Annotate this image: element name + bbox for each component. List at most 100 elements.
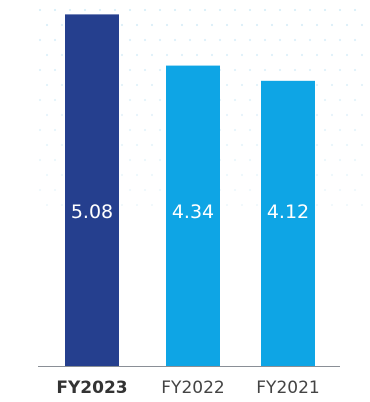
background-dot <box>135 203 139 207</box>
background-dot <box>38 188 42 192</box>
background-dot <box>38 38 42 42</box>
background-dot <box>45 203 49 207</box>
background-dot <box>158 8 162 12</box>
background-dot <box>233 98 237 102</box>
background-dot <box>360 203 364 207</box>
background-dot <box>158 38 162 42</box>
background-dot <box>233 128 237 132</box>
background-dot <box>248 98 252 102</box>
background-dot <box>345 113 349 117</box>
category-labels-group: FY2023 FY2022 FY2021 <box>56 378 319 398</box>
background-dot <box>308 68 312 72</box>
background-dot <box>345 173 349 177</box>
background-dot <box>158 68 162 72</box>
background-dot <box>173 38 177 42</box>
background-dot <box>150 173 154 177</box>
background-dot <box>233 68 237 72</box>
background-dot <box>353 98 357 102</box>
value-label-fy2023: 5.08 <box>71 201 113 223</box>
background-dot <box>315 83 319 87</box>
background-dot <box>68 8 72 12</box>
background-dot <box>113 8 117 12</box>
background-dot <box>308 38 312 42</box>
background-dot <box>345 203 349 207</box>
background-dot <box>338 128 342 132</box>
background-dot <box>323 128 327 132</box>
background-dot <box>38 98 42 102</box>
background-dot <box>353 38 357 42</box>
background-dot <box>315 203 319 207</box>
background-dot <box>135 23 139 27</box>
background-dot <box>233 158 237 162</box>
background-dot <box>330 143 334 147</box>
background-dot <box>263 68 267 72</box>
background-dot <box>180 23 184 27</box>
background-dot <box>323 38 327 42</box>
category-label-fy2021: FY2021 <box>256 378 319 398</box>
background-dot <box>330 173 334 177</box>
background-dot <box>240 23 244 27</box>
background-dot <box>150 23 154 27</box>
background-dot <box>38 128 42 132</box>
background-dot <box>120 23 124 27</box>
background-dot <box>270 23 274 27</box>
category-label-fy2022: FY2022 <box>161 378 224 398</box>
background-dot <box>225 53 229 57</box>
background-dot <box>128 188 132 192</box>
background-dot <box>323 158 327 162</box>
background-dot <box>300 53 304 57</box>
background-dot <box>255 23 259 27</box>
background-dot <box>233 38 237 42</box>
background-dot <box>128 38 132 42</box>
bar-fy2021 <box>261 80 315 367</box>
background-dot <box>330 113 334 117</box>
background-dot <box>323 98 327 102</box>
background-dot <box>360 143 364 147</box>
background-dot <box>150 143 154 147</box>
background-dot <box>278 38 282 42</box>
background-dot <box>120 83 124 87</box>
background-dot <box>293 68 297 72</box>
background-dot <box>98 8 102 12</box>
background-dot <box>248 158 252 162</box>
background-dot <box>323 8 327 12</box>
background-dot <box>158 128 162 132</box>
background-dot <box>315 143 319 147</box>
background-dot <box>345 143 349 147</box>
background-dot <box>225 113 229 117</box>
background-dot <box>218 8 222 12</box>
background-dot <box>128 128 132 132</box>
background-dot <box>255 113 259 117</box>
background-dot <box>38 8 42 12</box>
background-dot <box>233 188 237 192</box>
background-dot <box>338 158 342 162</box>
background-dot <box>120 203 124 207</box>
background-dot <box>255 143 259 147</box>
background-dot <box>135 113 139 117</box>
background-dot <box>345 23 349 27</box>
background-dot <box>53 98 57 102</box>
background-dot <box>338 188 342 192</box>
background-dot <box>128 158 132 162</box>
background-dot <box>83 8 87 12</box>
bar-fy2022 <box>166 65 220 367</box>
background-dot <box>203 38 207 42</box>
background-dot <box>300 23 304 27</box>
background-dot <box>360 113 364 117</box>
background-dot <box>60 143 64 147</box>
background-dot <box>248 188 252 192</box>
background-dot <box>60 23 64 27</box>
background-dot <box>255 53 259 57</box>
background-dot <box>128 8 132 12</box>
background-dot <box>165 23 169 27</box>
background-dot <box>210 23 214 27</box>
background-dot <box>120 143 124 147</box>
background-dot <box>345 53 349 57</box>
background-dot <box>60 203 64 207</box>
background-dot <box>120 53 124 57</box>
background-dot <box>330 83 334 87</box>
background-dot <box>225 83 229 87</box>
background-dot <box>248 68 252 72</box>
background-dot <box>60 53 64 57</box>
